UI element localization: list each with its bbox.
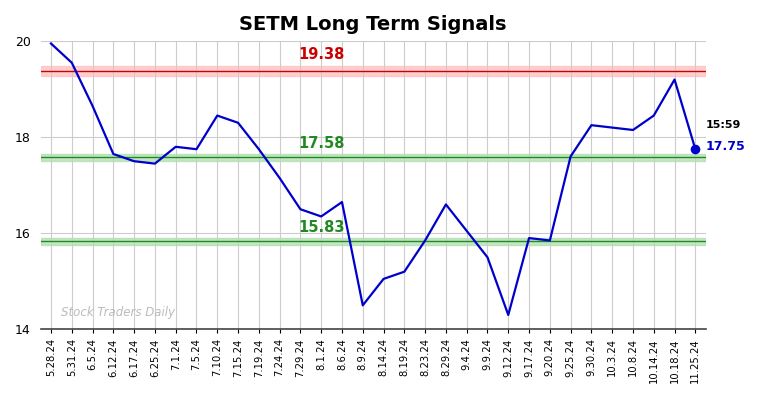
- Point: [689, 146, 702, 152]
- Bar: [41, 238, 706, 245]
- Bar: [41, 154, 706, 161]
- Text: Stock Traders Daily: Stock Traders Daily: [61, 306, 176, 319]
- Text: 17.75: 17.75: [706, 140, 746, 153]
- Text: 15.83: 15.83: [299, 220, 345, 235]
- Text: 15:59: 15:59: [706, 120, 741, 130]
- Title: SETM Long Term Signals: SETM Long Term Signals: [239, 15, 507, 34]
- Bar: [41, 66, 706, 76]
- Text: 19.38: 19.38: [299, 47, 345, 62]
- Text: 17.58: 17.58: [299, 136, 345, 150]
